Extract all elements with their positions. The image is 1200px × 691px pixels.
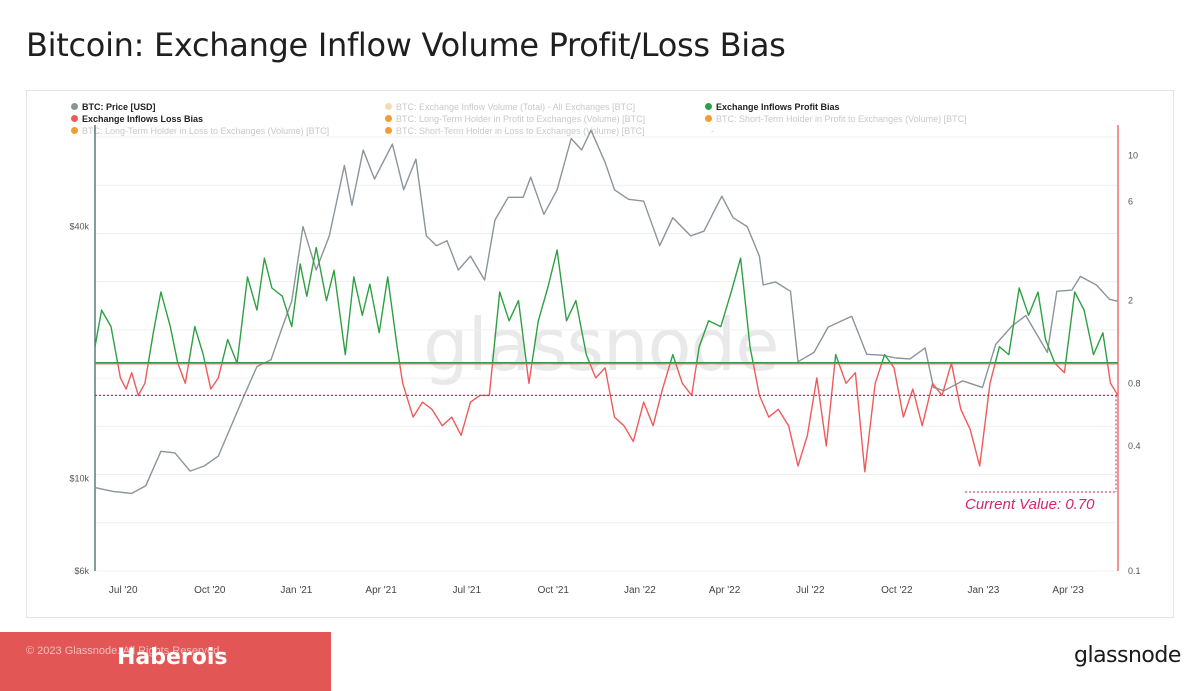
- legend-dot-icon: [71, 127, 78, 134]
- legend-item-inflow-total[interactable]: BTC: Exchange Inflow Volume (Total) - Al…: [385, 101, 635, 113]
- loss-bias-line: [116, 363, 1118, 473]
- legend-label: Exchange Inflows Loss Bias: [82, 114, 204, 124]
- price-series-line: [94, 129, 1119, 495]
- footer-author: Haberois: [117, 645, 228, 670]
- x-tick-label: Jul '20: [109, 585, 138, 596]
- x-tick-label: Apr '22: [709, 585, 741, 596]
- legend-label: BTC: Price [USD]: [82, 102, 156, 112]
- y-right-tick-label: 10: [1128, 150, 1138, 160]
- legend-dot-icon: [385, 127, 392, 134]
- x-tick-label: Apr '23: [1052, 585, 1084, 596]
- legend-label: BTC: Short-Term Holder in Loss to Exchan…: [396, 126, 645, 136]
- legend-label: BTC: Long-Term Holder in Profit to Excha…: [396, 114, 646, 124]
- legend-dot-icon: [385, 115, 392, 122]
- legend-label: BTC: Long-Term Holder in Loss to Exchang…: [82, 126, 330, 136]
- y-right-tick-label: 0.4: [1128, 441, 1141, 451]
- chart-frame: BTC: Price [USD] BTC: Exchange Inflow Vo…: [26, 90, 1174, 618]
- y-left-tick-label: $40k: [69, 222, 89, 232]
- legend-label: BTC: Exchange Inflow Volume (Total) - Al…: [396, 102, 636, 112]
- x-tick-label: Jan '23: [967, 585, 999, 596]
- legend: BTC: Price [USD] BTC: Exchange Inflow Vo…: [71, 101, 1171, 141]
- legend-item-empty[interactable]: -: [711, 125, 714, 137]
- legend-label: -: [711, 126, 714, 136]
- legend-label: Exchange Inflows Profit Bias: [716, 102, 840, 112]
- profit-bias-line: [95, 246, 1109, 364]
- chart-plot: $6k $10k $40k 0.1 0.4 0.8 2 6 10 Jul '20 Oct '20 Ja…: [69, 125, 1141, 596]
- y-right-tick-label: 0.1: [1128, 566, 1141, 576]
- legend-item-sth-profit[interactable]: BTC: Short-Term Holder in Profit to Exch…: [705, 113, 967, 125]
- x-tick-label: Apr '21: [365, 585, 397, 596]
- legend-dot-icon: [705, 115, 712, 122]
- legend-label: BTC: Short-Term Holder in Profit to Exch…: [716, 114, 967, 124]
- legend-item-profit-bias[interactable]: Exchange Inflows Profit Bias: [705, 101, 840, 113]
- legend-item-lth-profit[interactable]: BTC: Long-Term Holder in Profit to Excha…: [385, 113, 645, 125]
- y-right-tick-label: 0.8: [1128, 378, 1141, 388]
- current-value-annotation: Current Value: 0.70: [965, 496, 1095, 513]
- y-right-tick-label: 2: [1128, 296, 1133, 306]
- legend-dot-icon: [71, 103, 78, 110]
- page-title: Bitcoin: Exchange Inflow Volume Profit/L…: [26, 26, 786, 64]
- glassnode-logo: glassnode: [1074, 643, 1181, 668]
- footer-copyright: © 2023 Glassnode. All Rights Reserved.: [26, 645, 223, 657]
- x-tick-label: Jan '21: [280, 585, 312, 596]
- footer-banner: [0, 632, 331, 691]
- x-tick-label: Oct '20: [194, 585, 226, 596]
- x-tick-label: Jul '22: [796, 585, 825, 596]
- x-tick-label: Jan '22: [624, 585, 656, 596]
- x-tick-label: Oct '22: [881, 585, 913, 596]
- y-left-tick-label: $10k: [69, 473, 89, 483]
- y-left-tick-label: $6k: [74, 566, 89, 576]
- x-tick-label: Jul '21: [452, 585, 481, 596]
- x-tick-label: Oct '21: [538, 585, 570, 596]
- legend-dot-icon: [385, 103, 392, 110]
- y-right-tick-label: 6: [1128, 196, 1133, 206]
- legend-item-lth-loss[interactable]: BTC: Long-Term Holder in Loss to Exchang…: [71, 125, 329, 137]
- legend-item-loss-bias[interactable]: Exchange Inflows Loss Bias: [71, 113, 203, 125]
- legend-item-price[interactable]: BTC: Price [USD]: [71, 101, 156, 113]
- legend-dot-icon: [705, 103, 712, 110]
- legend-dot-icon: [71, 115, 78, 122]
- legend-item-sth-loss[interactable]: BTC: Short-Term Holder in Loss to Exchan…: [385, 125, 645, 137]
